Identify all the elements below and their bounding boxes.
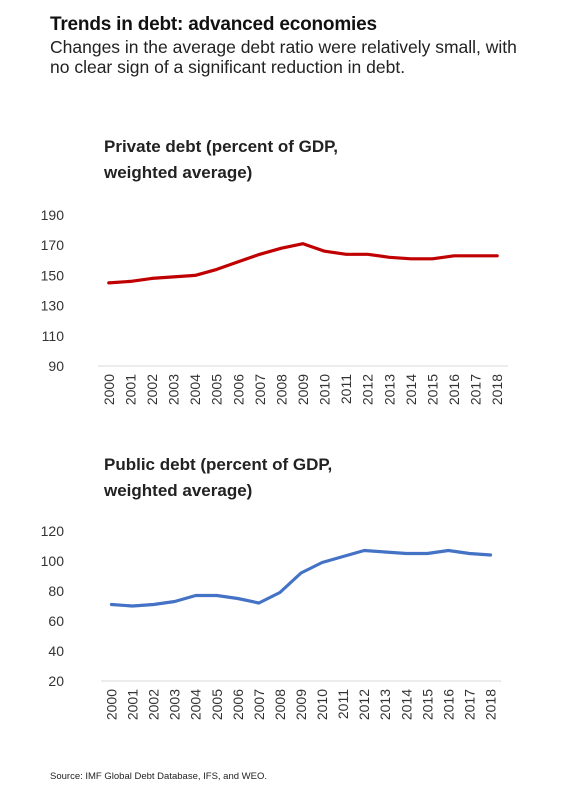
x-tick-label: 2000 bbox=[104, 689, 120, 720]
x-tick-label: 2008 bbox=[273, 374, 289, 405]
x-tick-label: 2003 bbox=[166, 374, 182, 405]
x-tick-label: 2008 bbox=[272, 689, 288, 720]
x-tick-label: 2013 bbox=[377, 689, 393, 720]
source-note: Source: IMF Global Debt Database, IFS, a… bbox=[50, 771, 268, 782]
x-tick-label: 2013 bbox=[381, 374, 397, 405]
x-tick-label: 2018 bbox=[489, 374, 505, 405]
y-tick-label: 90 bbox=[48, 358, 64, 374]
private-debt-chart: 90 110 130 150 170 190 2000 2001 2002 2003 2004 200… bbox=[41, 207, 508, 405]
y-tick-label: 170 bbox=[41, 237, 65, 253]
x-tick-label: 2015 bbox=[424, 374, 440, 405]
y-tick-label: 60 bbox=[48, 613, 64, 629]
x-tick-label: 2006 bbox=[230, 374, 246, 405]
x-tick-label: 2005 bbox=[209, 689, 225, 720]
page-title: Trends in debt: advanced economies bbox=[50, 14, 377, 35]
x-tick-label: 2001 bbox=[125, 689, 141, 720]
x-tick-label: 2007 bbox=[251, 689, 267, 720]
series-line bbox=[109, 548, 493, 608]
x-tick-label: 2011 bbox=[338, 374, 354, 404]
x-tick-label: 2010 bbox=[314, 689, 330, 720]
x-tick-label: 2014 bbox=[403, 374, 419, 405]
x-tick-label: 2018 bbox=[482, 689, 498, 720]
x-tick-label: 2001 bbox=[122, 374, 138, 405]
x-tick-label: 2002 bbox=[144, 374, 160, 405]
y-tick-label: 20 bbox=[48, 673, 64, 689]
x-tick-label: 2003 bbox=[167, 689, 183, 720]
private-debt-chart-title: Private debt (percent of GDP, weighted a… bbox=[104, 137, 338, 182]
y-tick-label: 80 bbox=[48, 583, 64, 599]
x-tick-label: 2017 bbox=[461, 689, 477, 720]
page-subtitle: Changes in the average debt ratio were r… bbox=[50, 37, 517, 77]
x-tick-label: 2007 bbox=[252, 374, 268, 405]
x-tick-label: 2015 bbox=[419, 689, 435, 720]
x-tick-label: 2006 bbox=[230, 689, 246, 720]
x-tick-label: 2011 bbox=[335, 689, 351, 719]
y-tick-label: 130 bbox=[41, 298, 65, 314]
x-tick-label: 2010 bbox=[317, 374, 333, 405]
x-tick-label: 2000 bbox=[101, 374, 117, 405]
y-tick-label: 40 bbox=[48, 643, 64, 659]
x-tick-label: 2017 bbox=[468, 374, 484, 405]
x-tick-label: 2014 bbox=[398, 689, 414, 720]
y-tick-label: 110 bbox=[42, 328, 65, 344]
y-tick-label: 190 bbox=[41, 207, 65, 223]
x-tick-label: 2005 bbox=[209, 374, 225, 405]
x-tick-label: 2002 bbox=[146, 689, 162, 720]
x-tick-label: 2012 bbox=[360, 374, 376, 405]
y-tick-label: 150 bbox=[41, 267, 65, 283]
x-tick-label: 2016 bbox=[440, 689, 456, 720]
x-tick-label: 2016 bbox=[446, 374, 462, 405]
y-tick-label: 120 bbox=[41, 523, 65, 539]
public-debt-chart-title: Public debt (percent of GDP, weighted av… bbox=[104, 455, 333, 500]
x-tick-label: 2004 bbox=[187, 374, 203, 405]
x-tick-label: 2012 bbox=[356, 689, 372, 720]
x-tick-label: 2009 bbox=[295, 374, 311, 405]
x-tick-label: 2009 bbox=[293, 689, 309, 720]
y-tick-label: 100 bbox=[41, 553, 65, 569]
x-tick-label: 2004 bbox=[188, 689, 204, 720]
